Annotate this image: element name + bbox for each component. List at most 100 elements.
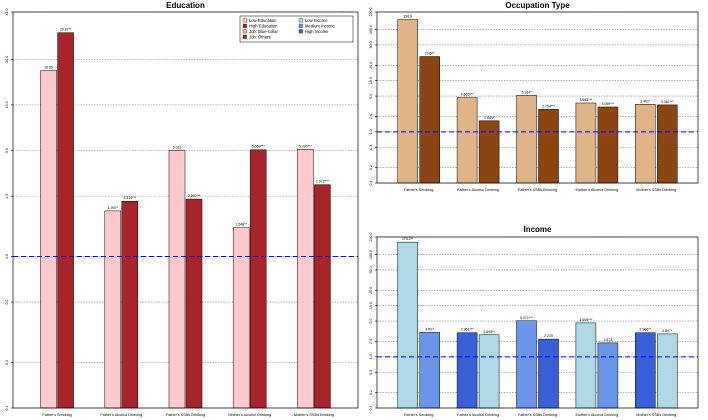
bar-value-label: 3.007 xyxy=(425,327,434,331)
legend-swatch xyxy=(242,29,247,34)
plot-frame xyxy=(12,11,359,409)
bar xyxy=(635,104,656,184)
bar-value-label: 1.548** xyxy=(235,223,247,227)
bar xyxy=(297,149,314,409)
x-category-label: Mother's Alcohol Drinking xyxy=(576,188,619,192)
bar-value-label: 2.754*** xyxy=(542,104,555,108)
x-category-label: Mother's Alcohol Drinking xyxy=(576,413,619,417)
education-chart: Education 0.1 0.2 0.5 1.0 2.5 5.0 10.0 20.0 41.0 1… xyxy=(5,1,359,417)
legend-label: Job: Others xyxy=(249,34,271,39)
bar xyxy=(657,333,678,409)
bar xyxy=(456,97,478,184)
legend-swatch xyxy=(298,29,303,34)
y-tick-label: 20.0 xyxy=(369,287,373,294)
y-tick-label: 220.0 xyxy=(369,233,373,242)
bar-value-label: 5.071*** xyxy=(520,316,533,320)
bar xyxy=(57,32,74,409)
y-tick-label: 20.0 xyxy=(5,56,9,63)
y-tick-label: 100.0 xyxy=(369,25,373,34)
bar xyxy=(314,184,331,409)
bar xyxy=(538,109,559,184)
y-tick-label: 2.5 xyxy=(5,194,9,199)
bar xyxy=(121,200,139,409)
bar xyxy=(516,320,537,409)
bar xyxy=(232,227,250,409)
legend-swatch xyxy=(298,23,303,28)
plot-frame xyxy=(376,236,699,409)
bar-value-label: 156.9 xyxy=(403,15,412,19)
bar-value-label: 2.961*** xyxy=(461,328,474,332)
bar-value-label: 29.92** xyxy=(60,28,72,32)
x-category-label: Father's Smoking xyxy=(42,413,71,417)
x-category-label: Father's Alcohol Drinking xyxy=(100,413,142,417)
bar xyxy=(40,70,57,409)
y-tick-label: 5.0 xyxy=(5,148,9,153)
x-category-label: Father's SSBs Drinking xyxy=(518,188,557,192)
y-tick-label: 100.0 xyxy=(369,250,373,259)
y-tick-label: 41.0 xyxy=(5,9,9,16)
y-tick-label: 10.0 xyxy=(369,302,373,309)
bar-value-label: 2.972*** xyxy=(316,180,329,184)
bar-value-label: 1.874 xyxy=(604,338,613,342)
y-tick-label: 0.5 xyxy=(369,145,373,150)
bar-value-label: 3.059*** xyxy=(601,102,614,106)
bar-value-label: 2.699** xyxy=(483,330,495,334)
bar xyxy=(575,322,597,409)
bar xyxy=(516,95,537,184)
x-category-label: Mother's SSBs Drinking xyxy=(294,413,334,417)
bar-value-label: 5.012 xyxy=(173,145,182,149)
y-tick-label: 220.0 xyxy=(369,8,373,17)
y-tick-label: 50.0 xyxy=(369,266,373,273)
x-category-label: Father's Smoking xyxy=(404,413,433,417)
bar-value-label: 5.059*** xyxy=(252,145,265,149)
bar-value-label: 3.361*** xyxy=(661,100,674,104)
chart-title: Education xyxy=(166,1,205,10)
x-category-label: Father's Alcohol Drinking xyxy=(457,413,499,417)
bar xyxy=(185,198,203,409)
bar-value-label: 2.390*** xyxy=(188,194,201,198)
legend-label: Low Income xyxy=(305,18,328,23)
legend-swatch xyxy=(242,23,247,28)
legend-label: Medium Income xyxy=(305,23,335,28)
y-tick-label: 1.0 xyxy=(369,129,373,134)
y-tick-label: 0.5 xyxy=(5,300,9,305)
y-tick-label: 0.1 xyxy=(5,406,9,411)
y-tick-label: 0.1 xyxy=(369,406,373,411)
bar-value-label: 3.461* xyxy=(640,99,651,103)
bar xyxy=(397,241,418,409)
legend-label: Job: Blue-collar xyxy=(249,29,278,34)
bar xyxy=(478,120,500,184)
legend-label: High Education xyxy=(249,23,278,28)
y-tick-label: 0.1 xyxy=(369,181,373,186)
x-category-label: Mother's SSBs Drinking xyxy=(636,188,676,192)
legend-label: High Income xyxy=(305,29,329,34)
x-category-label: Mother's SSBs Drinking xyxy=(636,413,676,417)
bar-value-label: 4.609*** xyxy=(579,318,592,322)
legend-box xyxy=(239,15,354,43)
legend-swatch xyxy=(298,18,303,23)
bar-value-label: 2.219 xyxy=(544,334,553,338)
x-category-label: Father's SSBs Drinking xyxy=(518,413,557,417)
x-category-label: Father's SSBs Drinking xyxy=(166,413,205,417)
bar xyxy=(597,342,619,409)
bar xyxy=(575,102,597,184)
bar-value-label: 16.85 xyxy=(44,66,53,70)
bar-value-label: 2.314*** xyxy=(123,196,136,200)
y-tick-label: 2.0 xyxy=(369,339,373,344)
plot-frame xyxy=(376,11,699,184)
occupation-chart: Occupation Type 0.1 0.2 0.5 1.0 2.0 5.0 10.0 20.… xyxy=(369,1,699,192)
y-tick-label: 10.0 xyxy=(5,101,9,108)
bar xyxy=(538,338,559,409)
x-category-label: Father's Smoking xyxy=(404,188,433,192)
bar xyxy=(635,332,656,409)
y-tick-label: 0.5 xyxy=(369,370,373,375)
bar-value-label: 4.665*** xyxy=(461,93,474,97)
y-tick-label: 0.2 xyxy=(369,165,373,170)
bar xyxy=(657,104,678,184)
chart-title: Income xyxy=(523,225,552,234)
y-tick-label: 1.0 xyxy=(5,254,9,259)
legend-swatch xyxy=(242,34,247,39)
y-tick-label: 5.0 xyxy=(369,319,373,324)
bar-value-label: 5.090*** xyxy=(299,144,312,148)
